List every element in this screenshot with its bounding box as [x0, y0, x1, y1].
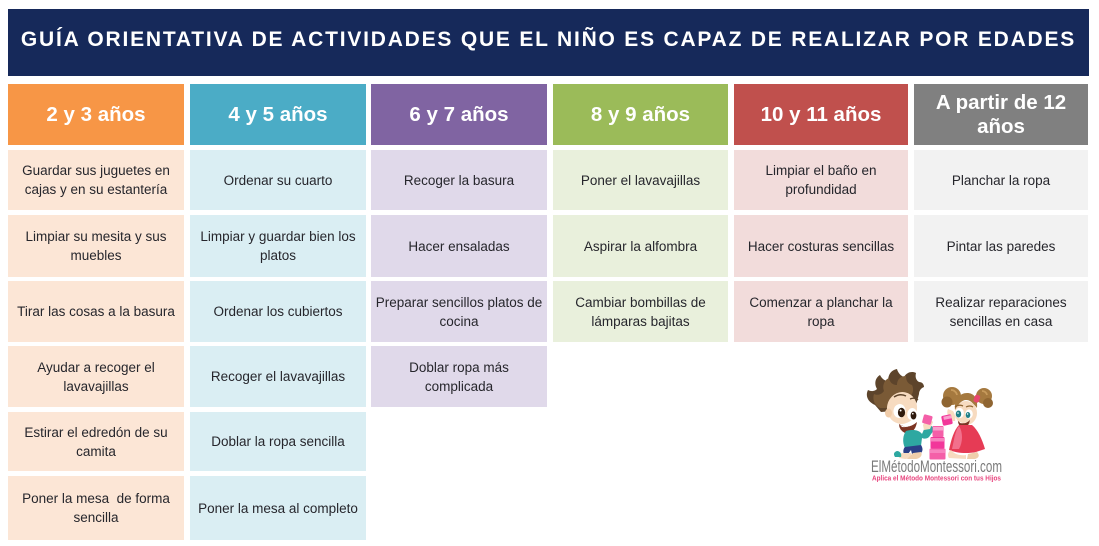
svg-text:Aplica el Método Montessori co: Aplica el Método Montessori con tus Hijo… — [872, 474, 1001, 483]
svg-text:ElMétodoMontessori.com: ElMétodoMontessori.com — [871, 458, 1002, 476]
